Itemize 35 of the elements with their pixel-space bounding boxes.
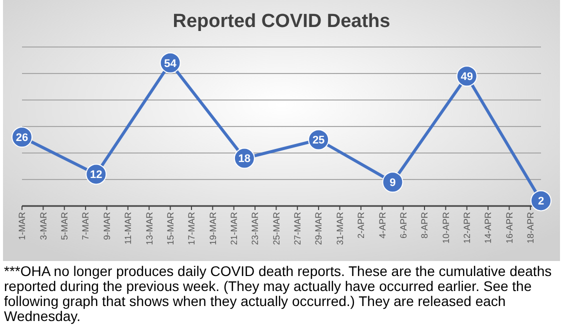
x-tick-label: 5-MAR [60,212,70,240]
x-tick-label: 2-APR [356,212,366,239]
x-tick-label: 16-APR [504,212,514,244]
x-tick-label: 19-MAR [208,212,218,246]
x-tick-label: 4-APR [377,212,388,239]
x-tick-label: 17-MAR [186,212,197,246]
data-label: 12 [90,169,102,182]
data-label: 25 [312,134,325,147]
data-label: 54 [164,58,178,70]
x-tick-label: 27-MAR [292,212,303,246]
x-tick-label: 13-MAR [144,212,154,246]
data-label: 49 [460,71,473,83]
x-tick-label: 9-MAR [102,212,112,240]
x-tick-label: 10-APR [440,212,451,244]
x-tick-label: 18-APR [526,212,536,244]
x-tick-label: 25-MAR [271,212,282,246]
x-tick-label: 11-MAR [123,212,134,244]
text: ***OHA no longer produces daily COVID death reports. These are the cumulative deaths reported during the previous week. (They may actually have occurred earlier. See the following graph that shows when they actually occurred.) They are released each Wednesday. [4,263,552,324]
data-label: 18 [238,153,251,166]
x-tick-label: 6-APR [398,212,408,239]
x-tick-label: 21-MAR [228,212,239,246]
data-label: 26 [16,132,28,144]
data-label: 9 [390,177,396,189]
x-tick-label: 8-APR [420,212,430,239]
x-tick-label: 14-APR [483,212,494,244]
data-label: 2 [538,196,544,208]
x-tick-label: 1-MAR [17,212,28,240]
x-tick-label: 3-MAR [38,212,48,240]
chart-title: Reported COVID Deaths [172,11,390,32]
x-tick-label: 29-MAR [314,212,324,246]
x-tick-label: 15-MAR [165,212,176,246]
x-tick-label: 23-MAR [250,212,260,246]
x-tick-label: 7-MAR [80,212,91,240]
x-tick-label: 12-APR [462,212,472,244]
x-tick-label: 31-MAR [334,212,345,246]
